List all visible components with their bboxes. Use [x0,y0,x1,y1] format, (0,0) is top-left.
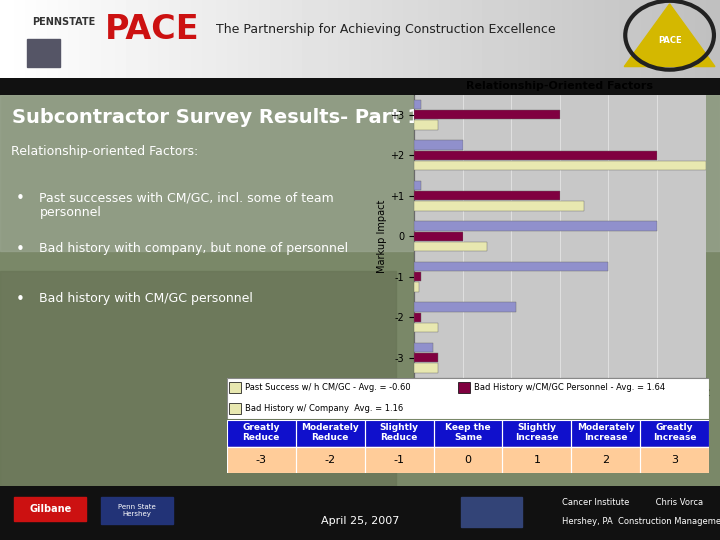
Text: Bad history with company, but none of personnel: Bad history with company, but none of pe… [40,242,348,255]
Bar [572,447,640,472]
Text: Past Success w/ h CM/GC - Avg. = -0.60: Past Success w/ h CM/GC - Avg. = -0.60 [245,383,410,392]
Bar [414,221,657,231]
Text: •: • [15,293,24,307]
Text: -3: -3 [256,455,266,465]
Text: •: • [15,192,24,206]
Bar [414,313,421,322]
Bar [101,497,173,524]
Text: 3: 3 [671,455,678,465]
Bar [414,181,421,190]
Bar [503,447,572,472]
Bar [414,191,560,200]
Text: PACE: PACE [104,14,199,46]
Bar [503,420,572,447]
Bar [414,282,419,292]
Text: 2: 2 [602,455,609,465]
Bar [364,420,433,447]
Bar [414,272,421,281]
Bar [414,140,462,150]
Bar [414,323,438,332]
Bar [296,447,364,472]
Bar [503,447,572,472]
Bar [227,420,296,447]
Text: PENNSTATE: PENNSTATE [32,17,96,27]
Bar [414,343,433,352]
Bar [414,302,516,312]
Bar [640,447,709,472]
Text: Greatly
Reduce: Greatly Reduce [243,423,280,442]
Bar [433,447,503,472]
Title: Relationship-Oriented Factors: Relationship-Oriented Factors [467,81,653,91]
Bar [414,353,438,362]
Bar [229,403,241,415]
Bar [414,110,560,119]
Bar [414,232,462,241]
Bar [503,420,572,447]
Bar [364,420,433,447]
Bar [229,382,241,393]
Text: Slightly
Increase: Slightly Increase [516,423,559,442]
Text: Bad history with CM/GC personnel: Bad history with CM/GC personnel [40,293,253,306]
Bar [414,262,608,271]
Bar [414,120,438,130]
Text: 0: 0 [464,455,472,465]
Text: Past successes with CM/GC, incl. some of team
personnel: Past successes with CM/GC, incl. some of… [40,192,334,219]
Bar [572,420,640,447]
Text: -2: -2 [325,455,336,465]
Bar [296,420,364,447]
Bar [640,420,709,447]
Bar [296,447,364,472]
Bar [459,382,470,393]
Text: Gilbane: Gilbane [30,504,71,514]
Text: •: • [15,242,24,257]
Text: Bad History w/ Company  Avg. = 1.16: Bad History w/ Company Avg. = 1.16 [245,404,403,413]
Bar [296,420,364,447]
Text: Greatly
Increase: Greatly Increase [653,423,696,442]
Bar [572,447,640,472]
Bar [414,100,421,109]
Bar [14,497,86,521]
Bar [0,271,396,486]
Bar [461,497,522,526]
Text: Moderately
Reduce: Moderately Reduce [301,423,359,442]
Bar [414,151,657,160]
Text: -1: -1 [394,455,405,465]
Bar [27,39,60,66]
Text: Penn State
Hershey: Penn State Hershey [118,504,156,517]
Bar [364,447,433,472]
Bar [227,447,296,472]
Bar [364,447,433,472]
Bar [414,363,438,373]
Y-axis label: Markup Impact: Markup Impact [377,200,387,273]
Text: 1: 1 [534,455,541,465]
X-axis label: Tally: Tally [547,403,572,413]
Bar [572,420,640,447]
Text: Cancer Institute          Chris Vorca: Cancer Institute Chris Vorca [562,498,703,507]
Bar [640,447,709,472]
Text: Hershey, PA  Construction Management: Hershey, PA Construction Management [562,517,720,525]
Text: PACE: PACE [658,36,681,45]
Text: Subcontractor Survey Results- Part 1: Subcontractor Survey Results- Part 1 [12,108,420,127]
Text: Relationship-oriented Factors:: Relationship-oriented Factors: [12,145,199,158]
Text: Keep the
Same: Keep the Same [445,423,491,442]
Text: April 25, 2007: April 25, 2007 [321,516,399,526]
Bar [227,420,296,447]
Bar [0,94,720,251]
Text: The Partnership for Achieving Construction Excellence: The Partnership for Achieving Constructi… [216,23,556,36]
Text: Moderately
Increase: Moderately Increase [577,423,635,442]
Bar [433,420,503,447]
Bar [414,161,706,170]
Bar [414,242,487,251]
Polygon shape [624,4,715,66]
Bar [414,201,584,211]
Text: Bad History w/CM/GC Personnel - Avg. = 1.64: Bad History w/CM/GC Personnel - Avg. = 1… [474,383,665,392]
Bar [640,420,709,447]
Bar [433,420,503,447]
Bar [433,447,503,472]
Text: Slightly
Reduce: Slightly Reduce [379,423,418,442]
Bar [227,447,296,472]
